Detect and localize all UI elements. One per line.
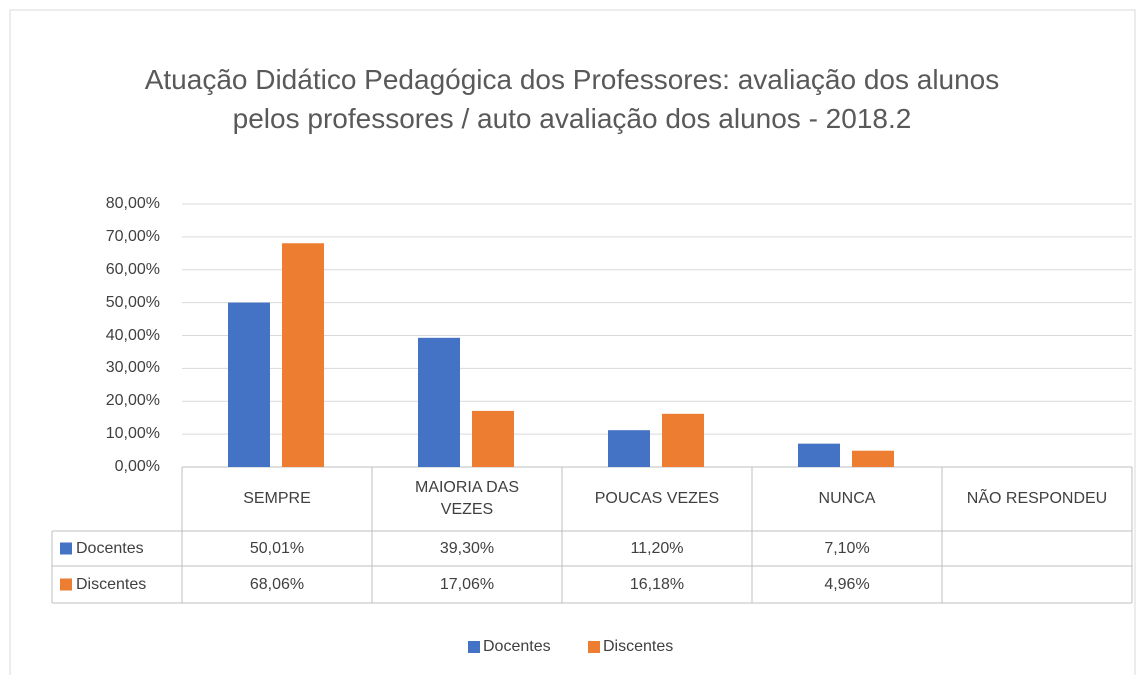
bar [798, 443, 840, 467]
bar [228, 302, 270, 467]
data-label: 68,06% [249, 575, 305, 593]
bar [472, 410, 514, 467]
legend-key [468, 641, 480, 653]
x-tick-label: NUNCA [818, 490, 876, 507]
data-label: 4,96% [824, 575, 870, 593]
x-tick-label: POUCAS VEZES [594, 490, 720, 507]
data-label: 50,01% [249, 539, 305, 557]
y-tick-label: 50,00% [105, 293, 160, 311]
legend-key [60, 578, 72, 591]
bar [852, 450, 894, 467]
y-tick-label: 40,00% [105, 326, 160, 344]
bar [418, 337, 460, 467]
table-row-label: Discentes [76, 575, 147, 593]
data-label: 17,06% [439, 575, 495, 593]
legend-label: Docentes [483, 638, 551, 655]
y-tick-label: 10,00% [105, 425, 160, 443]
table-row-label: Docentes [76, 539, 144, 557]
y-tick-label: 0,00% [114, 458, 160, 475]
x-tick-label: MAIORIA DAS VEZES [414, 479, 520, 518]
legend-label: Discentes [603, 638, 674, 655]
y-tick-label: 80,00% [105, 195, 160, 212]
chart-border [9, 9, 1136, 675]
y-tick-label: 30,00% [105, 359, 160, 377]
legend-key [588, 641, 600, 653]
bar [662, 413, 704, 467]
y-tick-label: 20,00% [105, 392, 160, 410]
data-label: 11,20% [630, 539, 684, 557]
bar [608, 430, 650, 467]
data-label: 16,18% [629, 575, 685, 593]
x-tick-label: NÃO RESPONDEU [966, 490, 1108, 507]
data-label: 39,30% [439, 539, 495, 557]
y-tick-label: 70,00% [105, 227, 160, 245]
chart-title: Atuação Didático Pedagógica dos Professo… [144, 64, 1000, 134]
data-label: 7,10% [824, 539, 870, 557]
legend-key [60, 542, 72, 555]
x-tick-label: SEMPRE [243, 490, 311, 507]
bar [282, 243, 324, 467]
y-tick-label: 60,00% [105, 260, 160, 278]
